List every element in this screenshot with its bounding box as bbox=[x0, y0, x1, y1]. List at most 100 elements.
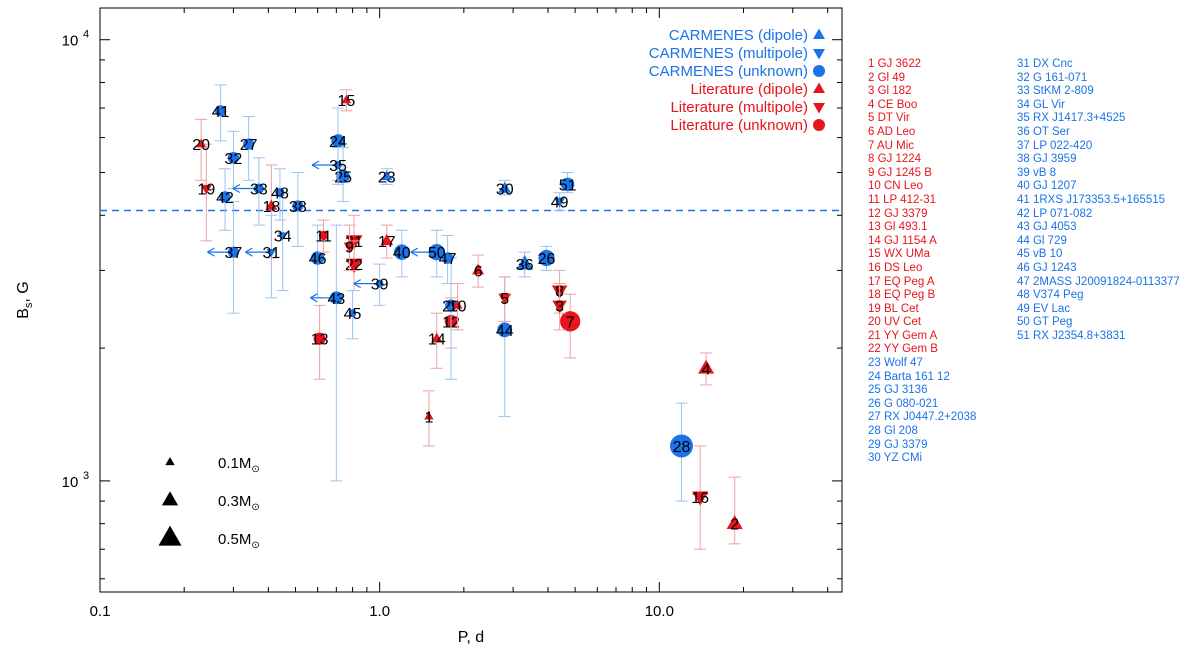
marker bbox=[336, 169, 350, 184]
y-axis-title: Bs, G bbox=[15, 281, 35, 319]
star-name-entry: 12 GJ 3379 bbox=[868, 207, 928, 220]
legend-item: Literature (multipole) bbox=[670, 99, 825, 116]
marker bbox=[200, 184, 212, 195]
legend-marker bbox=[813, 103, 825, 114]
axes bbox=[99, 8, 842, 592]
data-point-43: 43 bbox=[310, 224, 345, 482]
point-label: 19 bbox=[197, 182, 215, 199]
point-label: 45 bbox=[344, 306, 362, 323]
marker bbox=[343, 242, 356, 253]
data-point-33: 33 bbox=[232, 157, 268, 226]
marker bbox=[196, 138, 207, 148]
data-point-37: 37 bbox=[207, 200, 243, 314]
point-label: 22 bbox=[345, 257, 363, 274]
point-label: 3 bbox=[555, 298, 564, 315]
legend-label: Literature (unknown) bbox=[670, 117, 808, 134]
y-tick-label-exp: 4 bbox=[83, 29, 89, 41]
marker bbox=[498, 181, 512, 193]
point-label: 23 bbox=[378, 169, 396, 186]
data-point-35: 35 bbox=[311, 146, 347, 185]
star-name-entry: 41 1RXS J173353.5+165515 bbox=[1017, 193, 1166, 206]
marker bbox=[498, 293, 512, 305]
marker bbox=[560, 311, 581, 332]
star-name-entry: 19 BL Cet bbox=[868, 302, 919, 315]
point-label: 4 bbox=[702, 361, 711, 378]
star-name-entry: 14 GJ 1154 A bbox=[868, 234, 937, 247]
star-name-entry: 46 GJ 1243 bbox=[1017, 261, 1077, 274]
marker bbox=[334, 161, 342, 169]
point-label: 36 bbox=[516, 257, 534, 274]
marker bbox=[692, 491, 709, 506]
point-label: 16 bbox=[691, 490, 709, 507]
data-point-5: 5 bbox=[498, 276, 512, 322]
point-label: 6 bbox=[474, 263, 483, 280]
star-name-entry: 24 Barta 161 12 bbox=[868, 370, 950, 383]
upper-limit-arrowhead bbox=[232, 183, 241, 194]
mass-legend-item: 0.3M⊙ bbox=[161, 491, 260, 513]
point-label: 49 bbox=[551, 194, 569, 211]
data-point-15: 15 bbox=[337, 89, 355, 112]
point-label: 1 bbox=[424, 409, 433, 426]
legend-label: CARMENES (unknown) bbox=[649, 63, 808, 80]
star-name-entry: 23 Wolf 47 bbox=[868, 357, 923, 370]
point-label: 46 bbox=[309, 251, 327, 268]
x-axis-title: P, d bbox=[458, 629, 484, 646]
marker bbox=[394, 244, 410, 260]
marker bbox=[375, 279, 384, 288]
marker bbox=[431, 332, 443, 343]
marker bbox=[669, 434, 693, 458]
star-name-entry: 30 YZ CMi bbox=[868, 452, 923, 465]
point-label: 43 bbox=[327, 291, 345, 308]
star-name-entry: 13 Gl 493.1 bbox=[868, 221, 928, 234]
legend-marker bbox=[813, 49, 825, 60]
mass-legend-item: 0.5M⊙ bbox=[158, 525, 260, 551]
star-name-entry: 17 EQ Peg A bbox=[868, 275, 935, 288]
data-point-40: 40 bbox=[393, 229, 411, 278]
data-point-39: 39 bbox=[353, 263, 389, 306]
point-label: 30 bbox=[496, 182, 514, 199]
marker bbox=[516, 255, 534, 270]
point-label: 26 bbox=[538, 251, 556, 268]
star-name-entry: 39 vB 8 bbox=[1017, 166, 1056, 179]
star-name-entry: 10 CN Leo bbox=[868, 180, 923, 193]
marker bbox=[424, 411, 434, 420]
data-point-30: 30 bbox=[496, 179, 514, 199]
legend-item: Literature (unknown) bbox=[670, 117, 825, 134]
legend-item: Literature (dipole) bbox=[690, 81, 825, 98]
marker bbox=[560, 177, 575, 192]
data-point-49: 49 bbox=[551, 192, 569, 211]
data-point-51: 51 bbox=[559, 172, 577, 194]
marker bbox=[313, 332, 326, 345]
data-point-23: 23 bbox=[378, 168, 396, 186]
legend-marker bbox=[813, 82, 825, 93]
legend-label: Literature (multipole) bbox=[670, 99, 808, 116]
data-point-26: 26 bbox=[538, 245, 556, 271]
point-label: 44 bbox=[496, 323, 514, 340]
marker bbox=[215, 105, 227, 117]
data-point-1: 1 bbox=[422, 390, 435, 447]
star-name-entry: 27 RX J0447.2+2038 bbox=[868, 411, 977, 424]
point-label: 42 bbox=[216, 190, 234, 207]
upper-limit-arrowhead bbox=[311, 160, 320, 170]
data-point-10: 10 bbox=[449, 283, 467, 331]
x-tick-label: 1.0 bbox=[369, 603, 390, 620]
point-label: 50 bbox=[428, 245, 446, 262]
legend-item: CARMENES (unknown) bbox=[649, 63, 825, 80]
star-name-entry: 26 G 080-021 bbox=[868, 397, 939, 410]
star-name-entry: 25 GJ 3136 bbox=[868, 384, 928, 397]
point-label: 41 bbox=[212, 104, 230, 121]
star-name-entry: 37 LP 022-420 bbox=[1017, 139, 1093, 152]
data-point-19: 19 bbox=[197, 143, 215, 242]
data-point-44: 44 bbox=[496, 276, 514, 417]
y-tick-label: 10 4 bbox=[62, 29, 89, 50]
star-name-list-left: 1 GJ 3622 2 Gl 49 3 Gl 182 4 CE Boo 5 DT Vir… bbox=[868, 58, 976, 466]
point-label: 37 bbox=[225, 245, 243, 262]
upper-limit-arrowhead bbox=[245, 247, 253, 257]
star-name-entry: 18 EQ Peg B bbox=[868, 289, 936, 302]
star-name-entry: 38 GJ 3959 bbox=[1017, 153, 1077, 166]
point-label: 39 bbox=[371, 277, 389, 294]
star-name-list-right: 31 DX Cnc 32 G 161-071 33 StKM 2-809 34 GL … bbox=[1017, 58, 1180, 343]
star-name-entry: 35 RX J1417.3+4525 bbox=[1017, 112, 1126, 125]
